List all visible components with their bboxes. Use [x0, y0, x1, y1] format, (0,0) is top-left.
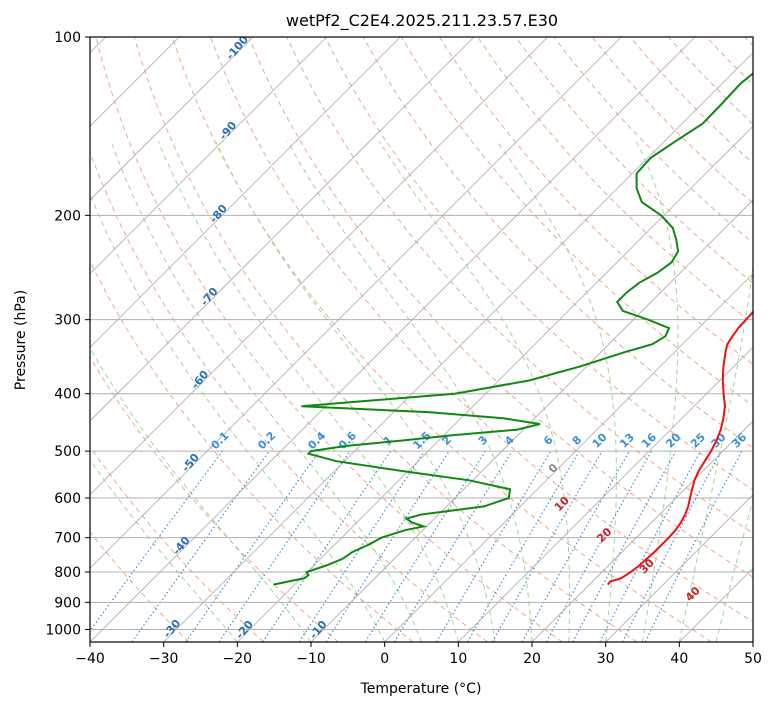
sounding-traces — [273, 72, 753, 586]
mixing-ratio-lines — [90, 450, 743, 642]
isotherm-line — [384, 273, 753, 642]
x-tick-label: 0 — [380, 651, 389, 667]
isobar-gridlines — [90, 37, 753, 630]
mixing-ratio-line — [644, 450, 743, 642]
y-tick-label: 400 — [54, 387, 81, 403]
dry-adiabat-line — [90, 531, 190, 642]
y-tick-label: 800 — [54, 565, 81, 581]
isotherm-line — [458, 346, 753, 642]
y-tick-label: 700 — [54, 531, 81, 547]
mixing-ratio-line — [218, 450, 351, 642]
mixing-ratio-line — [90, 450, 223, 632]
isotherm-line — [163, 52, 753, 642]
isotherm-line — [90, 37, 327, 275]
isotherm-lines — [90, 37, 753, 642]
isotherm-line — [90, 37, 475, 422]
chart-title: wetPf2_C2E4.2025.211.23.57.E30 — [286, 11, 558, 31]
y-axis-title: Pressure (hPa) — [13, 290, 29, 390]
dry-adiabat-line — [95, 37, 563, 642]
x-tick-label: −30 — [149, 651, 179, 667]
dry-adiabat-line — [248, 37, 753, 578]
mixing-ratio-line — [262, 450, 392, 642]
y-tick-label: 600 — [54, 491, 81, 507]
x-axis-title: Temperature (°C) — [360, 681, 482, 697]
x-tick-label: 50 — [744, 651, 762, 667]
isotherm-line — [531, 420, 753, 642]
dry-adiabat-line — [515, 37, 753, 284]
isotherm-line — [90, 37, 622, 569]
dry-adiabat-line — [90, 445, 264, 642]
mixing-ratio-line — [393, 450, 513, 642]
isotherm-line — [90, 37, 548, 496]
dry-adiabat-line — [438, 37, 753, 366]
y-tick-label: 300 — [54, 313, 81, 329]
mixing-ratio-line — [131, 450, 270, 642]
mixing-ratio-line — [185, 450, 320, 642]
isotherm-line — [310, 199, 753, 642]
x-tick-label: 20 — [523, 651, 541, 667]
axis-ticks: −40 −30 −20 −10 0 10 20 30 40 50 100 200 300 400 500 60… — [45, 30, 762, 667]
x-tick-label: 30 — [597, 651, 615, 667]
x-tick-label: 10 — [449, 651, 467, 667]
isotherm-line — [605, 494, 753, 642]
x-tick-label: 40 — [670, 651, 688, 667]
x-tick-label: −20 — [223, 651, 253, 667]
dry-adiabat-line — [90, 356, 339, 642]
isotherm-line — [90, 37, 696, 642]
isotherm-line — [90, 37, 254, 201]
dry-adiabat-line — [133, 37, 638, 642]
y-tick-label: 500 — [54, 444, 81, 460]
mixing-ratio-line — [325, 450, 450, 642]
mixing-ratio-line — [545, 450, 653, 642]
temperature-trace — [607, 310, 753, 586]
mixing-ratio-line — [521, 450, 631, 642]
y-tick-label: 1000 — [45, 622, 81, 638]
x-tick-label: −40 — [75, 651, 105, 667]
dry-adiabat-line — [210, 37, 753, 623]
dry-adiabat-line — [400, 37, 753, 407]
isotherm-line — [237, 125, 753, 642]
y-tick-label: 100 — [54, 30, 81, 46]
isotherm-line — [90, 37, 401, 348]
dry-adiabat-line — [90, 150, 488, 642]
y-tick-label: 200 — [54, 208, 81, 224]
dewpoint-trace — [273, 72, 753, 586]
plot-frame — [89, 36, 754, 643]
y-tick-label: 900 — [54, 595, 81, 611]
x-tick-label: −10 — [296, 651, 326, 667]
mixing-ratio-line — [572, 450, 677, 642]
mixing-ratio-line — [298, 450, 425, 642]
